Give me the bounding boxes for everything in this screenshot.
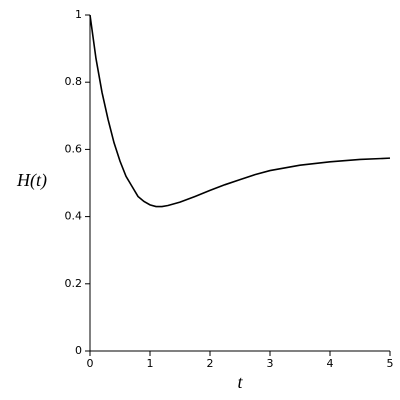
- y-tick-label: 0.4: [65, 210, 83, 223]
- y-axis-label: H(t): [16, 170, 47, 191]
- x-axis-label: t: [237, 372, 243, 392]
- y-tick-label: 0: [75, 344, 82, 357]
- x-tick-label: 0: [87, 357, 94, 370]
- x-tick-label: 4: [327, 357, 334, 370]
- y-tick-label: 0.2: [65, 277, 83, 290]
- x-tick-label: 2: [207, 357, 214, 370]
- line: [89, 14, 391, 208]
- x-tick-label: 5: [387, 357, 394, 370]
- x-tick-label: 3: [267, 357, 274, 370]
- y-tick-label: 0.8: [65, 75, 83, 88]
- x-tick-label: 1: [147, 357, 154, 370]
- y-tick-label: 1: [75, 8, 82, 21]
- y-tick-label: 0.6: [65, 142, 83, 155]
